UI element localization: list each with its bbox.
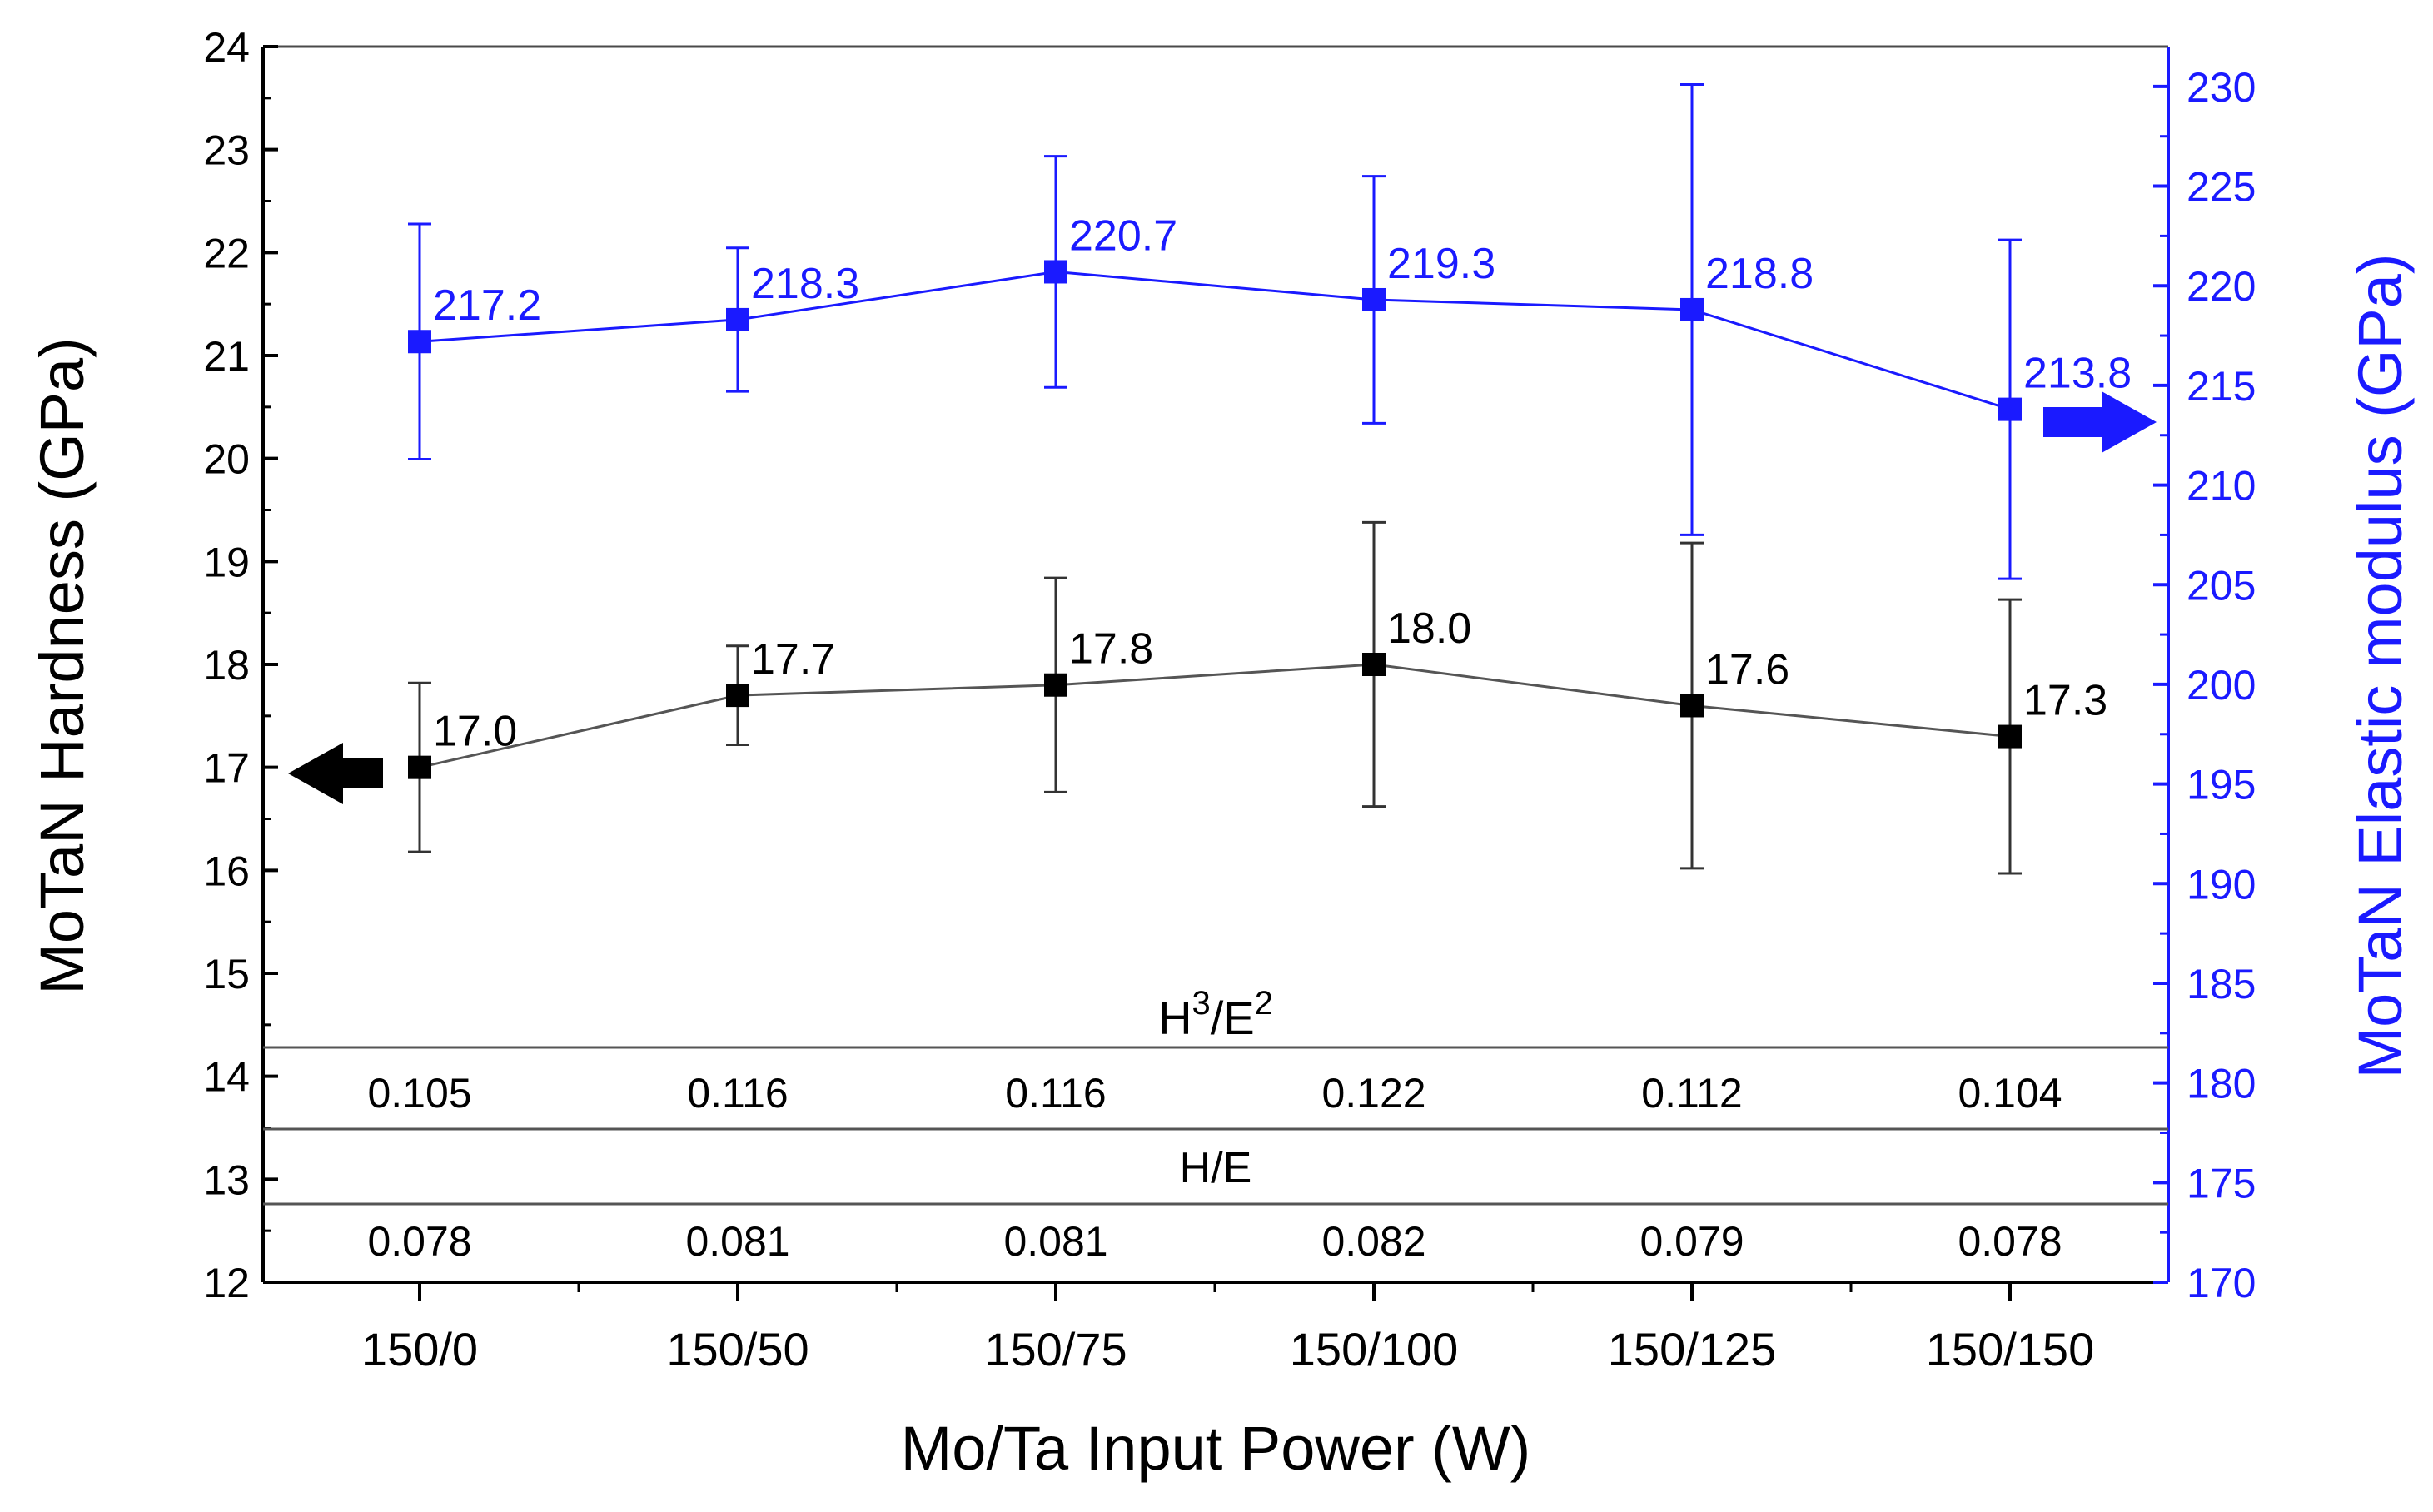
right-y-tick-label: 230 [2187,64,2256,111]
right-y-axis-title: MoTaN Elastic modulus (GPa) [2346,253,2415,1078]
left-y-tick-label: 24 [203,24,250,71]
left-y-tick-label: 23 [203,127,250,174]
left-y-tick-label: 13 [203,1156,250,1203]
left-y-tick-label: 17 [203,745,250,792]
data-label: 17.3 [2023,677,2107,725]
left-arrow-icon [288,743,383,804]
data-point-marker [408,330,431,354]
right-y-tick-label: 180 [2187,1061,2256,1107]
data-point-marker [726,307,749,331]
table-row-1-value: 0.105 [367,1070,471,1117]
table-row-2-value: 0.078 [367,1218,471,1265]
x-ticks: 150/0 150/50 150/75 150/100 150/125 150/150 [361,1282,2094,1375]
left-y-tick-label: 20 [203,436,250,483]
right-y-tick-label: 170 [2187,1260,2256,1306]
right-y-tick-label: 190 [2187,861,2256,908]
data-point-marker [1362,653,1386,676]
right-y-tick-label: 215 [2187,363,2256,410]
right-y-tick-label: 175 [2187,1160,2256,1206]
table-row-1-value: 0.104 [1958,1070,2062,1117]
ratio-table: H3/E2 0.105 0.116 0.116 0.122 0.112 0.104 H/E 0.… [263,985,2168,1265]
series-group: 17.0 17.7 17.8 18.0 17.6 17.3 217.2 218.3 220.7 2… [408,82,2132,875]
x-tick-label: 150/100 [1290,1323,1458,1375]
table-row-2-label: H/E [1180,1144,1252,1192]
data-label: 17.6 [1705,645,1789,694]
data-point-marker [726,684,749,708]
data-label: 17.7 [751,635,835,684]
x-axis-title: Mo/Ta Input Power (W) [901,1414,1531,1483]
series-right-line [419,270,2011,411]
data-label: 18.0 [1387,604,1471,653]
left-y-tick-label: 18 [203,642,250,689]
table-row-2-value: 0.079 [1639,1218,1744,1265]
x-tick-label: 150/50 [666,1323,809,1375]
right-y-ticks: 170 175 180 185 190 195 200 205 210 215 220 225 230 [2153,64,2256,1306]
table-row-1-value: 0.116 [1005,1070,1106,1117]
series-left-line [419,663,2011,769]
left-y-tick-label: 12 [203,1260,250,1306]
table-row-2-value: 0.081 [685,1218,789,1265]
data-label: 220.7 [1069,211,1177,260]
data-point-marker [1998,397,2022,421]
right-y-tick-label: 220 [2187,263,2256,310]
x-tick-label: 150/125 [1608,1323,1776,1375]
table-row-2-value: 0.082 [1321,1218,1425,1265]
left-y-tick-label: 19 [203,539,250,585]
right-y-tick-label: 210 [2187,463,2256,510]
table-row-1-value: 0.116 [687,1070,788,1117]
data-point-marker [1680,694,1704,718]
left-y-axis-title: MoTaN Hardness (GPa) [27,337,97,995]
table-row-2-value: 0.078 [1958,1218,2062,1265]
table-row-1-label: H3/E2 [1158,985,1273,1044]
data-point-marker [408,755,431,779]
table-row-1-value: 0.122 [1321,1070,1425,1117]
table-row-2-value: 0.081 [1003,1218,1107,1265]
table-row-1-value: 0.112 [1641,1070,1742,1117]
data-label: 17.8 [1069,625,1153,674]
right-y-tick-label: 200 [2187,662,2256,709]
right-arrow-icon [2043,391,2157,453]
left-y-ticks: 12 13 14 15 16 17 18 19 20 21 22 23 24 [203,24,278,1306]
data-point-marker [1044,260,1067,284]
right-y-tick-label: 205 [2187,562,2256,609]
x-tick-label: 150/0 [361,1323,478,1375]
data-point-marker [1362,287,1386,311]
data-label: 219.3 [1387,240,1495,288]
left-y-tick-label: 15 [203,951,250,997]
data-point-marker [1998,724,2022,749]
right-y-tick-label: 185 [2187,961,2256,1007]
left-y-tick-label: 21 [203,333,250,380]
x-tick-label: 150/150 [1926,1323,2094,1375]
left-y-tick-label: 16 [203,848,250,894]
data-label: 17.0 [433,708,517,756]
data-point-marker [1680,297,1704,321]
data-label: 213.8 [2023,350,2132,398]
left-y-tick-label: 14 [203,1054,250,1101]
x-tick-label: 150/75 [984,1323,1127,1375]
data-label: 218.8 [1705,250,1814,298]
data-point-marker [1044,673,1067,697]
right-y-tick-label: 195 [2187,762,2256,808]
left-y-tick-label: 22 [203,230,250,276]
data-label: 218.3 [751,260,859,308]
data-label: 217.2 [433,281,541,330]
right-y-tick-label: 225 [2187,164,2256,211]
